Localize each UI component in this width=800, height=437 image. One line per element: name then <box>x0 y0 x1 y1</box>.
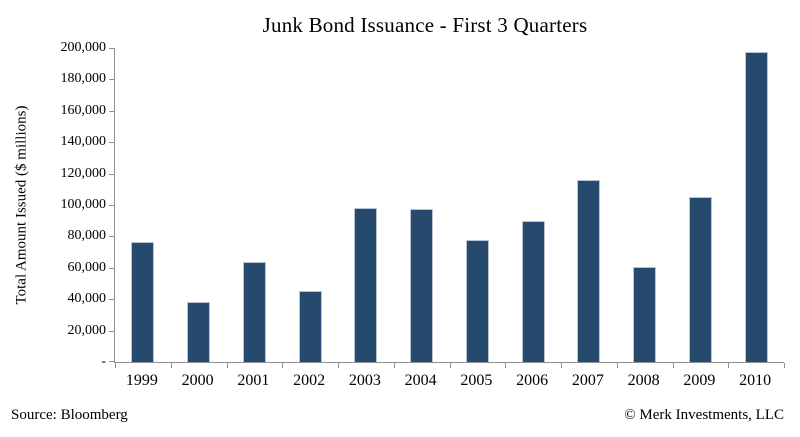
y-tick-label: 200,000 <box>60 40 107 55</box>
x-category-label-2007: 2007 <box>571 372 604 389</box>
x-category-label-2003: 2003 <box>348 372 381 389</box>
y-tick-label: 20,000 <box>67 322 107 338</box>
x-category-label-2010: 2010 <box>739 372 772 389</box>
bar-2009 <box>689 197 712 362</box>
x-category-label-2004: 2004 <box>404 372 437 389</box>
y-tick-label: 120,000 <box>60 165 107 181</box>
y-tick-label: 80,000 <box>67 228 107 244</box>
x-axis-tick <box>227 363 228 368</box>
chart-title: Junk Bond Issuance - First 3 Quarters <box>262 13 588 37</box>
bar-2003 <box>354 208 377 362</box>
y-tick-label: 60,000 <box>67 259 107 275</box>
x-axis-tick <box>784 363 785 368</box>
y-tick-label: 140,000 <box>60 134 107 150</box>
bar-2005 <box>466 240 489 362</box>
x-axis-tick <box>617 363 618 368</box>
x-category-label-2002: 2002 <box>293 372 326 389</box>
y-tick-label: - <box>101 354 106 369</box>
x-category-label-2009: 2009 <box>683 372 716 389</box>
y-axis-tick <box>109 205 114 206</box>
y-axis-tick <box>109 330 114 332</box>
x-axis-tick <box>561 363 562 368</box>
x-category-label-1999: 1999 <box>125 372 158 389</box>
y-axis-tick <box>109 299 114 301</box>
x-axis-tick <box>505 363 506 368</box>
y-axis-tick <box>109 142 114 144</box>
bar-2006 <box>522 221 545 362</box>
x-axis-tick <box>450 363 451 368</box>
x-category-label-2000: 2000 <box>181 372 214 389</box>
bar-1999 <box>131 242 154 362</box>
x-category-label-2008: 2008 <box>627 372 660 389</box>
bar-2002 <box>299 291 322 362</box>
y-axis-tick <box>109 173 114 175</box>
y-axis-tick <box>109 79 114 81</box>
x-axis-tick <box>282 363 283 368</box>
y-tick-label: 100,000 <box>60 197 107 212</box>
x-category-label-2005: 2005 <box>460 372 493 389</box>
bar-2001 <box>243 262 266 362</box>
bar-2010 <box>745 52 768 362</box>
copyright-note: © Merk Investments, LLC <box>624 407 784 423</box>
y-axis-tick <box>109 267 114 269</box>
x-axis-tick <box>115 363 116 368</box>
y-axis-tick <box>109 236 114 238</box>
x-axis-tick <box>394 363 395 368</box>
x-axis-tick <box>728 363 729 368</box>
y-tick-label: 160,000 <box>60 102 107 118</box>
y-tick-label: 40,000 <box>67 291 107 307</box>
plot-area <box>109 48 785 368</box>
x-axis-tick <box>338 363 339 368</box>
y-axis-tick <box>109 361 114 362</box>
bar-2000 <box>187 302 210 362</box>
x-category-label-2001: 2001 <box>237 372 270 389</box>
x-category-label-2006: 2006 <box>516 372 549 389</box>
source-note: Source: Bloomberg <box>11 407 128 423</box>
bar-2008 <box>633 267 656 362</box>
bar-2007 <box>577 180 600 362</box>
y-axis-tick <box>109 48 114 49</box>
y-tick-label: 180,000 <box>60 71 107 87</box>
y-axis-tick <box>109 110 114 112</box>
x-axis-tick <box>673 363 674 368</box>
bar-2004 <box>410 209 433 362</box>
x-axis-tick <box>171 363 172 368</box>
